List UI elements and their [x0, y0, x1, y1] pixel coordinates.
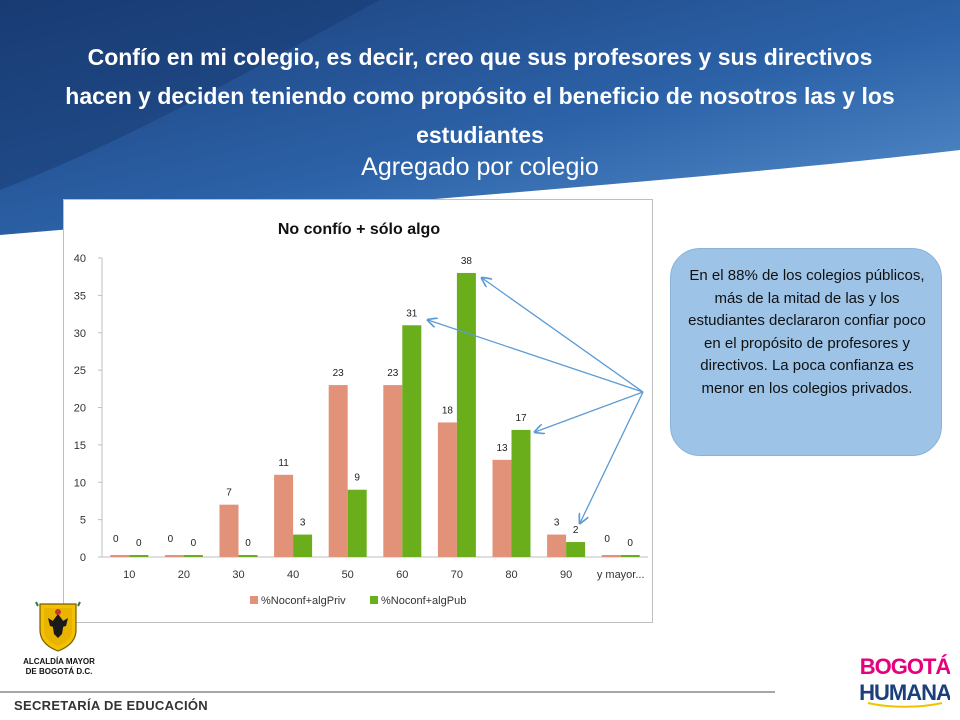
data-label: 0	[627, 538, 633, 549]
crest-label-line2: DE BOGOTÁ D.C.	[25, 667, 93, 676]
data-label: 3	[300, 518, 306, 529]
bar-private-ymayor	[601, 555, 621, 557]
svg-text:BOGOTÁ: BOGOTÁ	[860, 654, 950, 679]
data-label: 0	[113, 534, 119, 545]
x-tick-label: 80	[505, 569, 517, 581]
bar-public-50	[347, 489, 367, 557]
chart-title: No confío + sólo algo	[278, 221, 440, 238]
data-label: 13	[496, 443, 508, 454]
data-label: 0	[604, 534, 610, 545]
bogota-crest-icon	[35, 601, 81, 652]
bar-public-90	[566, 542, 586, 557]
x-tick-label: 60	[396, 569, 408, 581]
bar-public-20	[183, 555, 203, 557]
bar-public-80	[511, 429, 531, 557]
y-tick-label: 10	[74, 477, 86, 489]
y-tick-label: 40	[74, 253, 86, 265]
y-tick-label: 5	[80, 515, 86, 527]
legend-label: %Noconf+algPriv	[261, 595, 346, 607]
x-tick-label: 90	[560, 569, 572, 581]
bar-private-70	[437, 422, 457, 557]
bar-chart: No confío + sólo algo 051015202530354010…	[74, 221, 648, 607]
data-label: 0	[245, 538, 251, 549]
slide-subtitle: Agregado por colegio	[361, 153, 599, 181]
data-label: 2	[573, 525, 579, 536]
bar-public-60	[402, 325, 422, 557]
data-label: 0	[191, 538, 197, 549]
data-label: 31	[406, 308, 418, 319]
data-label: 0	[136, 538, 142, 549]
data-label: 9	[354, 473, 360, 484]
bar-private-10	[110, 555, 130, 557]
bar-private-30	[219, 504, 239, 557]
legend-swatch	[250, 596, 258, 604]
data-label: 23	[333, 368, 345, 379]
legend-label: %Noconf+algPub	[381, 595, 466, 607]
bar-public-30	[238, 555, 258, 557]
data-label: 11	[278, 458, 289, 469]
data-label: 18	[442, 405, 454, 416]
x-tick-label: 50	[342, 569, 354, 581]
bar-public-10	[129, 555, 149, 557]
y-tick-label: 25	[74, 365, 86, 377]
x-tick-label: 70	[451, 569, 463, 581]
chart-container: No confío + sólo algo 0 5 10 15 20 25 30 35 40 10…	[63, 199, 653, 623]
bar-public-70	[456, 272, 476, 557]
x-tick-label: 20	[178, 569, 190, 581]
y-tick-label: 35	[74, 290, 86, 302]
bar-private-80	[492, 459, 512, 557]
data-label: 38	[461, 256, 473, 267]
data-label: 0	[168, 534, 174, 545]
x-tick-label: 30	[232, 569, 244, 581]
legend-swatch	[370, 596, 378, 604]
footer-divider	[0, 691, 775, 693]
header-background	[0, 0, 960, 235]
y-tick-label: 20	[74, 403, 86, 415]
y-tick-label: 0	[80, 552, 86, 564]
callout-text: En el 88% de los colegios públicos, más …	[688, 267, 926, 397]
x-tick-label: 40	[287, 569, 299, 581]
bar-private-60	[383, 385, 403, 557]
bar-private-20	[164, 555, 184, 557]
crest-label-line1: ALCALDÍA MAYOR	[23, 657, 95, 666]
y-tick-label: 30	[74, 328, 86, 340]
data-label: 17	[515, 413, 527, 424]
bar-private-50	[328, 385, 348, 557]
slide-title: Confío en mi colegio, es decir, creo que…	[65, 44, 895, 148]
x-tick-label: y mayor...	[597, 569, 645, 581]
x-tick-label: 10	[123, 569, 135, 581]
bar-private-40	[274, 474, 294, 557]
data-label: 7	[226, 488, 232, 499]
svg-text:HUMANA: HUMANA	[860, 680, 950, 705]
callout-bubble: En el 88% de los colegios públicos, más …	[670, 248, 942, 456]
y-tick-label: 15	[74, 440, 86, 452]
bogota-humana-logo: BOGOTÁ HUMANA	[860, 654, 950, 708]
data-label: 3	[554, 518, 560, 529]
bar-public-ymayor	[620, 555, 640, 557]
crest-label: ALCALDÍA MAYOR DE BOGOTÁ D.C.	[16, 657, 102, 677]
bar-private-90	[547, 534, 567, 557]
footer-text: SECRETARÍA DE EDUCACIÓN	[14, 698, 208, 713]
bar-public-40	[293, 534, 313, 557]
data-label: 23	[387, 368, 399, 379]
